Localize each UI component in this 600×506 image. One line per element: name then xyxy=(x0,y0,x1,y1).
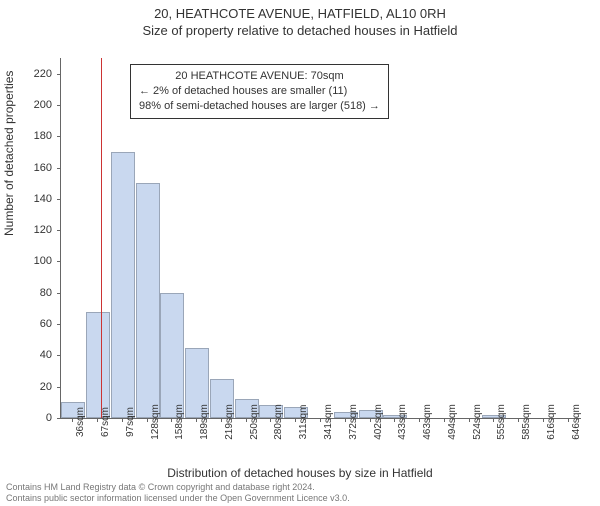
x-tick-mark xyxy=(469,418,470,422)
annotation-line2: ← 2% of detached houses are smaller (11) xyxy=(139,84,380,99)
x-tick-mark xyxy=(171,418,172,422)
x-tick-label: 219sqm xyxy=(224,404,235,440)
y-tick-mark xyxy=(57,199,61,200)
y-tick-mark xyxy=(57,168,61,169)
y-tick-mark xyxy=(57,105,61,106)
x-tick-mark xyxy=(221,418,222,422)
x-tick-mark xyxy=(196,418,197,422)
x-tick-label: 311sqm xyxy=(298,405,309,440)
x-tick-label: 463sqm xyxy=(422,404,433,440)
y-tick-label: 120 xyxy=(22,224,52,236)
y-tick-label: 220 xyxy=(22,68,52,80)
x-tick-mark xyxy=(122,418,123,422)
x-tick-mark xyxy=(320,418,321,422)
y-tick-mark xyxy=(57,261,61,262)
footer-line2: Contains public sector information licen… xyxy=(6,493,350,504)
histogram-bar xyxy=(160,293,184,418)
x-tick-mark xyxy=(543,418,544,422)
annotation-line3: 98% of semi-detached houses are larger (… xyxy=(139,99,380,114)
x-tick-mark xyxy=(568,418,569,422)
reference-line xyxy=(101,58,102,418)
x-tick-mark xyxy=(370,418,371,422)
annotation-line1: 20 HEATHCOTE AVENUE: 70sqm xyxy=(139,69,380,84)
x-tick-label: 646sqm xyxy=(571,404,582,440)
x-tick-label: 128sqm xyxy=(150,404,161,440)
x-tick-mark xyxy=(345,418,346,422)
x-tick-label: 158sqm xyxy=(174,404,185,440)
x-tick-label: 67sqm xyxy=(100,407,111,437)
y-tick-label: 0 xyxy=(22,412,52,424)
chart-title-address: 20, HEATHCOTE AVENUE, HATFIELD, AL10 0RH xyxy=(0,6,600,21)
histogram-bar xyxy=(86,312,110,418)
footer-line1: Contains HM Land Registry data © Crown c… xyxy=(6,482,350,493)
y-tick-label: 60 xyxy=(22,318,52,330)
y-tick-label: 100 xyxy=(22,255,52,267)
x-tick-label: 250sqm xyxy=(249,404,260,440)
x-tick-label: 524sqm xyxy=(472,404,483,440)
y-tick-label: 80 xyxy=(22,287,52,299)
x-tick-label: 555sqm xyxy=(496,404,507,440)
x-tick-mark xyxy=(97,418,98,422)
y-tick-mark xyxy=(57,324,61,325)
y-tick-mark xyxy=(57,136,61,137)
y-tick-mark xyxy=(57,418,61,419)
y-tick-mark xyxy=(57,74,61,75)
y-tick-mark xyxy=(57,355,61,356)
y-tick-mark xyxy=(57,230,61,231)
x-tick-label: 433sqm xyxy=(397,404,408,440)
x-tick-mark xyxy=(270,418,271,422)
histogram-bar xyxy=(111,152,135,418)
x-tick-mark xyxy=(72,418,73,422)
x-tick-mark xyxy=(295,418,296,422)
x-tick-label: 97sqm xyxy=(125,407,136,437)
y-tick-label: 180 xyxy=(22,130,52,142)
y-tick-label: 160 xyxy=(22,162,52,174)
x-tick-mark xyxy=(444,418,445,422)
x-tick-label: 372sqm xyxy=(348,404,359,440)
x-tick-mark xyxy=(518,418,519,422)
y-tick-label: 140 xyxy=(22,193,52,205)
y-tick-mark xyxy=(57,387,61,388)
x-tick-label: 36sqm xyxy=(75,407,86,437)
x-tick-label: 616sqm xyxy=(546,404,557,440)
chart-area: 20 HEATHCOTE AVENUE: 70sqm ← 2% of detac… xyxy=(60,58,580,418)
x-tick-label: 402sqm xyxy=(373,404,384,440)
x-tick-label: 189sqm xyxy=(199,404,210,440)
x-tick-mark xyxy=(394,418,395,422)
x-tick-mark xyxy=(419,418,420,422)
chart-subtitle: Size of property relative to detached ho… xyxy=(0,23,600,38)
x-tick-mark xyxy=(147,418,148,422)
y-tick-label: 200 xyxy=(22,99,52,111)
y-tick-label: 40 xyxy=(22,349,52,361)
attribution-footer: Contains HM Land Registry data © Crown c… xyxy=(6,482,350,505)
x-tick-mark xyxy=(246,418,247,422)
histogram-bar xyxy=(136,183,160,418)
x-tick-mark xyxy=(493,418,494,422)
x-tick-label: 585sqm xyxy=(521,404,532,440)
x-tick-label: 341sqm xyxy=(323,404,334,440)
x-tick-label: 280sqm xyxy=(273,404,284,440)
y-tick-mark xyxy=(57,293,61,294)
y-axis-label: Number of detached properties xyxy=(2,71,16,236)
annotation-box: 20 HEATHCOTE AVENUE: 70sqm ← 2% of detac… xyxy=(130,64,389,119)
x-axis-label: Distribution of detached houses by size … xyxy=(0,466,600,480)
y-tick-label: 20 xyxy=(22,381,52,393)
x-tick-label: 494sqm xyxy=(447,404,458,440)
